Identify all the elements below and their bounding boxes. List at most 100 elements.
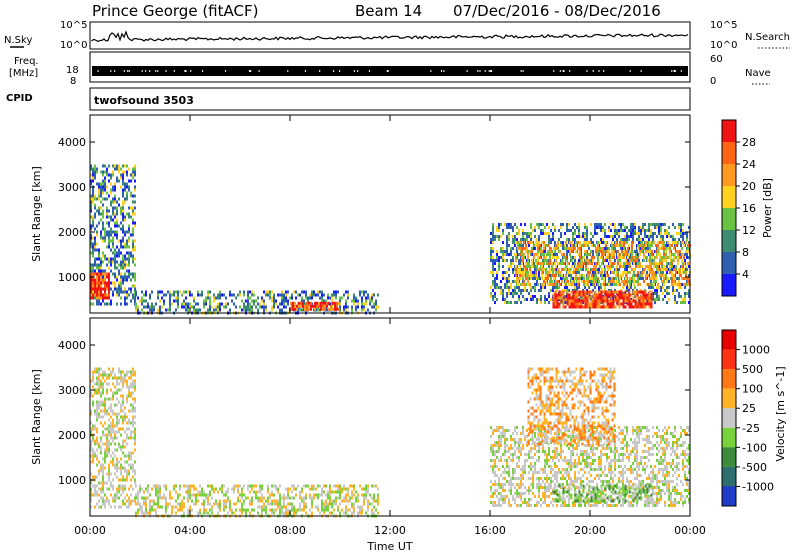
data-cell — [543, 268, 545, 271]
data-cell — [558, 293, 561, 297]
data-cell — [552, 293, 555, 297]
data-cell — [604, 223, 606, 226]
data-cell — [106, 427, 108, 431]
data-cell — [606, 235, 608, 238]
data-cell — [130, 499, 132, 503]
data-cell — [213, 299, 215, 303]
data-cell — [634, 232, 636, 235]
data-cell — [605, 244, 607, 247]
data-cell — [533, 274, 535, 277]
data-cell — [96, 287, 98, 291]
data-cell — [201, 502, 203, 506]
data-cell — [646, 302, 649, 306]
data-cell — [134, 421, 136, 425]
data-cell — [336, 307, 338, 311]
data-cell — [655, 256, 657, 259]
data-cell — [607, 253, 609, 256]
data-cell — [514, 235, 516, 238]
data-cell — [608, 226, 610, 229]
data-cell — [661, 256, 663, 259]
data-cell — [118, 290, 120, 294]
data-cell — [500, 235, 502, 238]
data-cell — [114, 257, 116, 261]
data-cell — [530, 286, 532, 289]
data-cell — [124, 185, 126, 189]
data-cell — [247, 496, 249, 500]
data-cell — [275, 299, 277, 303]
data-cell — [137, 296, 139, 300]
data-cell — [92, 370, 94, 374]
data-cell — [118, 505, 120, 509]
data-cell — [615, 244, 617, 247]
data-cell — [132, 385, 134, 389]
data-cell — [128, 167, 130, 171]
data-cell — [566, 229, 568, 232]
data-cell — [496, 286, 498, 289]
data-cell — [626, 232, 628, 235]
data-cell — [126, 460, 128, 464]
data-cell — [94, 454, 96, 458]
data-cell — [494, 474, 496, 477]
data-cell — [639, 283, 641, 286]
data-cell — [544, 232, 546, 235]
data-cell — [504, 489, 506, 492]
data-cell — [648, 299, 651, 303]
data-cell — [106, 257, 108, 261]
data-cell — [110, 263, 112, 267]
data-cell — [159, 308, 161, 312]
data-cell — [102, 269, 104, 273]
data-cell — [594, 271, 596, 274]
data-cell — [357, 499, 359, 503]
data-cell — [90, 269, 92, 273]
data-cell — [498, 468, 500, 471]
data-cell — [510, 435, 512, 438]
data-cell — [611, 256, 613, 259]
data-cell — [307, 299, 309, 303]
data-cell — [492, 483, 494, 486]
data-cell — [663, 250, 665, 253]
data-cell — [602, 290, 605, 294]
data-cell — [112, 367, 114, 371]
data-cell — [678, 277, 680, 280]
data-cell — [98, 391, 100, 395]
data-cell — [571, 250, 573, 253]
data-cell — [130, 370, 132, 374]
data-cell — [297, 484, 299, 488]
data-cell — [321, 505, 323, 509]
data-cell — [120, 278, 122, 282]
data-cell — [666, 232, 668, 235]
data-cell — [147, 302, 149, 306]
data-cell — [502, 486, 504, 489]
data-cell — [651, 241, 653, 244]
data-cell — [663, 247, 665, 250]
data-cell — [661, 259, 663, 262]
data-cell — [132, 272, 134, 276]
data-cell — [334, 301, 336, 305]
data-cell — [261, 296, 263, 300]
data-cell — [552, 302, 555, 306]
data-cell — [161, 290, 163, 294]
data-cell — [510, 301, 512, 304]
freq-gap — [484, 70, 486, 72]
data-cell — [614, 305, 617, 309]
data-cell — [134, 299, 136, 303]
data-cell — [299, 502, 301, 506]
data-cell — [203, 511, 205, 515]
data-cell — [317, 508, 319, 512]
data-cell — [100, 379, 102, 383]
data-cell — [120, 287, 122, 291]
data-cell — [586, 238, 588, 241]
data-cell — [586, 256, 588, 259]
data-cell — [106, 263, 108, 267]
data-cell — [594, 299, 597, 303]
data-cell — [287, 487, 289, 491]
data-cell — [515, 253, 517, 256]
data-cell — [630, 235, 632, 238]
data-cell — [650, 280, 652, 283]
data-cell — [504, 277, 506, 280]
data-cell — [339, 496, 341, 500]
data-cell — [502, 265, 504, 268]
data-cell — [106, 167, 108, 171]
freq-gap — [430, 70, 432, 72]
data-cell — [108, 397, 110, 401]
